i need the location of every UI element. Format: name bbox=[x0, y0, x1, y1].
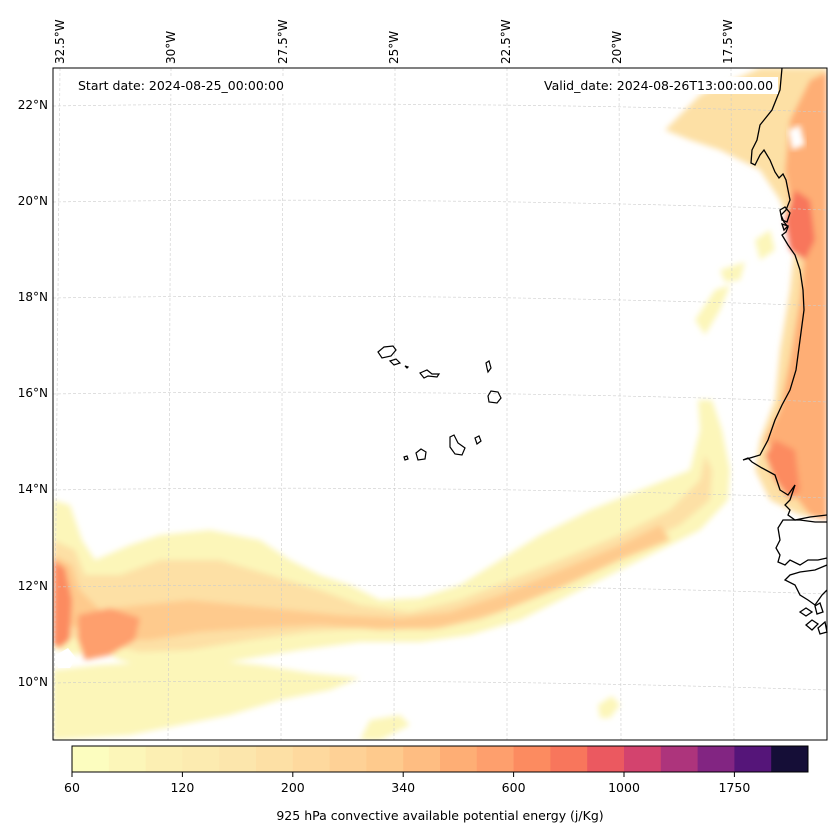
cape-coastal-max bbox=[785, 190, 815, 260]
coastline-guinea-bissau bbox=[783, 564, 828, 606]
gridline-lon-32.5 bbox=[53, 67, 61, 741]
colorbar-bin-1250-1500 bbox=[660, 746, 699, 772]
coastal-hole bbox=[788, 125, 805, 150]
cape-patch-north-3 bbox=[695, 285, 730, 335]
colorbar-bin-60-80 bbox=[72, 746, 110, 772]
colorbar-bin-80-100 bbox=[108, 746, 147, 772]
start-date-annotation: Start date: 2024-08-25_00:00:00 bbox=[73, 77, 289, 94]
island-santa-luzia bbox=[404, 365, 410, 369]
colorbar-tick-label-200: 200 bbox=[280, 780, 305, 795]
lat-label-22: 22°N bbox=[17, 98, 48, 112]
colorbar-bin-280-340 bbox=[366, 746, 404, 772]
gridlines bbox=[52, 67, 828, 741]
gridline-lon-30 bbox=[167, 67, 172, 741]
gridline-lat-12 bbox=[52, 584, 828, 595]
bijagos-islands-3 bbox=[804, 619, 820, 631]
lat-label-20: 20°N bbox=[17, 194, 48, 208]
colorbar-tick-label-60: 60 bbox=[64, 780, 80, 795]
island-santo-antao bbox=[377, 345, 397, 359]
colorbar-bin-500-600 bbox=[476, 746, 515, 772]
colorbar-bin-1500-1750 bbox=[697, 746, 735, 772]
gridline-lat-18 bbox=[52, 295, 828, 307]
colorbar-bin-140-160 bbox=[219, 746, 257, 772]
cape-patch-north-1 bbox=[755, 230, 775, 260]
lon-label-30: 30°W bbox=[164, 30, 178, 64]
island-sao-nicolau bbox=[419, 369, 441, 379]
island-sal bbox=[485, 360, 492, 374]
colorbar-bin-240-280 bbox=[329, 746, 367, 772]
gridline-lon-27.5 bbox=[280, 67, 284, 741]
coastline-dakhla bbox=[779, 206, 791, 223]
colorbar-bin-600-700 bbox=[513, 746, 551, 772]
colorbar-bin-400-500 bbox=[440, 746, 478, 772]
coastline-gambia-guinea bbox=[775, 519, 828, 566]
gridline-lat-20 bbox=[52, 199, 828, 211]
gridline-lat-22 bbox=[52, 103, 828, 113]
colorbar-bin-200-240 bbox=[292, 746, 331, 772]
cape-band-inner bbox=[53, 525, 670, 640]
colorbar-bin-1750-2000 bbox=[734, 746, 772, 772]
colorbar-bin-850-1000 bbox=[587, 746, 625, 772]
cape-band-mid bbox=[53, 455, 712, 652]
bijagos-islands-1 bbox=[798, 607, 814, 617]
island-fogo bbox=[415, 448, 427, 461]
cape-max-west bbox=[53, 560, 72, 648]
colorbar-title: 925 hPa convective available potential e… bbox=[276, 808, 604, 823]
cape-south-patch-2 bbox=[598, 696, 620, 718]
lat-label-16: 16°N bbox=[17, 386, 48, 400]
colorbar-bin-1000-1250 bbox=[624, 746, 662, 772]
colorbar-tick-label-1000: 1000 bbox=[608, 780, 640, 795]
cape-max-west-2 bbox=[78, 608, 140, 660]
lon-label-20: 20°W bbox=[610, 30, 624, 64]
island-maio bbox=[474, 435, 482, 445]
island-brava bbox=[403, 455, 409, 461]
bijagos-islands-2 bbox=[814, 602, 824, 615]
colorbar-bin-160-200 bbox=[256, 746, 294, 772]
coastline-senegal bbox=[784, 484, 828, 521]
gridline-lat-16 bbox=[52, 391, 828, 403]
colorbar-tick-label-120: 120 bbox=[170, 780, 195, 795]
island-boa-vista bbox=[487, 390, 502, 404]
colorbar bbox=[71, 745, 809, 777]
lon-label-32-5: 32.5°W bbox=[53, 19, 67, 64]
west-hole bbox=[56, 648, 76, 668]
gridline-lat-14 bbox=[52, 487, 828, 499]
colorbar-bin-100-120 bbox=[145, 746, 183, 772]
colorbar-tick-label-600: 600 bbox=[501, 780, 526, 795]
colorbar-bin-2000-2500 bbox=[771, 746, 809, 772]
cape-coastal-max-2 bbox=[765, 440, 800, 500]
lon-label-25: 25°W bbox=[387, 30, 401, 64]
map-axes-frame bbox=[52, 67, 828, 741]
colorbar-bin-340-400 bbox=[403, 746, 441, 772]
cape-verde-islands bbox=[377, 345, 502, 461]
colorbar-tick-label-1750: 1750 bbox=[718, 780, 751, 795]
gridline-lon-20 bbox=[618, 67, 622, 741]
gridline-lon-17.5 bbox=[730, 67, 735, 741]
colorbar-frame bbox=[71, 745, 809, 773]
gridline-lon-25 bbox=[393, 67, 396, 741]
coastline-banc-arguin bbox=[780, 222, 790, 232]
island-santiago bbox=[449, 434, 466, 456]
lon-label-22-5: 22.5°W bbox=[499, 19, 513, 64]
cape-patch-north-2 bbox=[720, 262, 745, 282]
lon-label-27-5: 27.5°W bbox=[276, 19, 290, 64]
lat-label-18: 18°N bbox=[17, 290, 48, 304]
african-coastline bbox=[742, 67, 828, 635]
lat-label-10: 10°N bbox=[17, 675, 48, 689]
lat-label-12: 12°N bbox=[17, 579, 48, 593]
colorbar-bin-700-850 bbox=[550, 746, 588, 772]
island-sao-vicente bbox=[388, 358, 402, 366]
colorbar-bin-120-140 bbox=[182, 746, 220, 772]
cape-south-patch bbox=[360, 715, 410, 740]
lat-label-14: 14°N bbox=[17, 482, 48, 496]
lon-label-17-5: 17.5°W bbox=[721, 19, 735, 64]
valid-date-annotation: Valid_date: 2024-08-26T13:00:00.00 bbox=[539, 77, 779, 94]
colorbar-tick-label-340: 340 bbox=[391, 780, 416, 795]
gridline-lat-10 bbox=[52, 680, 828, 691]
cape-south-band bbox=[53, 660, 360, 740]
coastline-mauritania bbox=[742, 67, 805, 496]
